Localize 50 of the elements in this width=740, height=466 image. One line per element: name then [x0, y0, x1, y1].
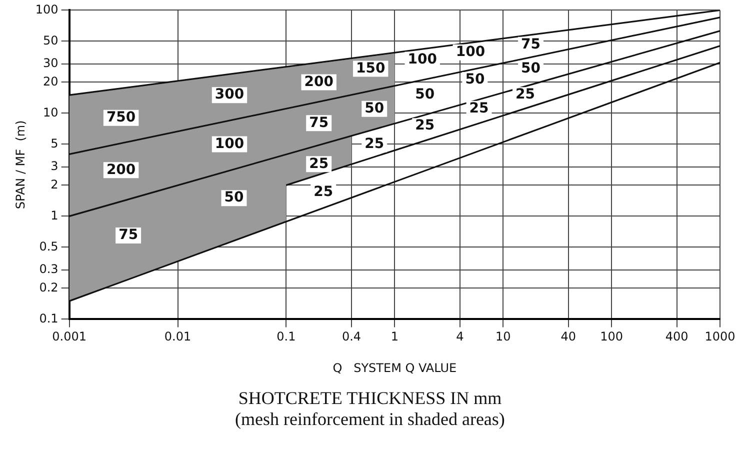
x-tick-label: 1000: [704, 330, 736, 344]
annotation: 50: [415, 86, 435, 103]
x-tick-label: 0.01: [164, 330, 192, 344]
y-tick-label: 0.2: [39, 280, 58, 294]
x-tick-label: 100: [600, 330, 624, 344]
x-axis-title: Q SYSTEM Q VALUE: [332, 360, 457, 375]
annotation: 100: [456, 44, 486, 60]
annotation: 100: [408, 51, 438, 68]
y-tick-label: 1: [50, 208, 58, 222]
annotation: 300: [214, 86, 244, 103]
y-tick-label: 5: [50, 136, 58, 150]
annotation: 25: [309, 156, 329, 172]
y-tick-label: 0.3: [39, 262, 58, 276]
annotation: 25: [515, 86, 535, 103]
x-tick-label: 10: [495, 330, 511, 344]
x-tick-label: 1: [390, 330, 398, 344]
text: SHOTCRETE THICKNESS IN mm: [237, 388, 503, 409]
y-tick-label: 10: [43, 105, 58, 120]
y-tick-label: 0.1: [39, 311, 58, 326]
y-tick-label: 100: [35, 2, 58, 16]
annotation: 50: [465, 72, 485, 88]
annotation: 75: [521, 36, 541, 53]
annotation: 25: [415, 118, 435, 134]
y-tick-label: 2: [50, 177, 58, 192]
y-tick-label: 0.5: [39, 239, 58, 254]
y-tick-label: 3: [50, 159, 58, 174]
x-tick-label: 0.1: [276, 330, 296, 344]
annotation: 200: [304, 74, 334, 90]
annotation: 75: [118, 227, 138, 244]
x-tick-label: 0.001: [52, 330, 86, 344]
x-tick-label: 400: [665, 330, 688, 344]
x-tick-label: 40: [560, 330, 576, 344]
annotation: 150: [356, 60, 386, 76]
annotation: 50: [364, 100, 384, 117]
x-tick-label: 0.4: [342, 330, 362, 344]
annotation: 50: [224, 190, 244, 206]
y-tick-label: 50: [43, 33, 58, 48]
annotation: 25: [469, 100, 489, 117]
text: (mesh reinforcement in shaded areas): [234, 409, 506, 430]
annotation: 100: [214, 136, 244, 152]
annotation: 25: [364, 136, 384, 152]
y-tick-label: 20: [43, 74, 58, 88]
annotation: 750: [106, 110, 136, 126]
annotation: 25: [314, 184, 334, 200]
annotation: 75: [309, 114, 329, 131]
annotation: 50: [521, 60, 541, 76]
y-axis-title: SPAN / MF (m): [13, 120, 28, 210]
x-tick-label: 4: [456, 330, 464, 344]
annotation: 200: [106, 162, 136, 178]
y-tick-label: 30: [43, 56, 58, 70]
